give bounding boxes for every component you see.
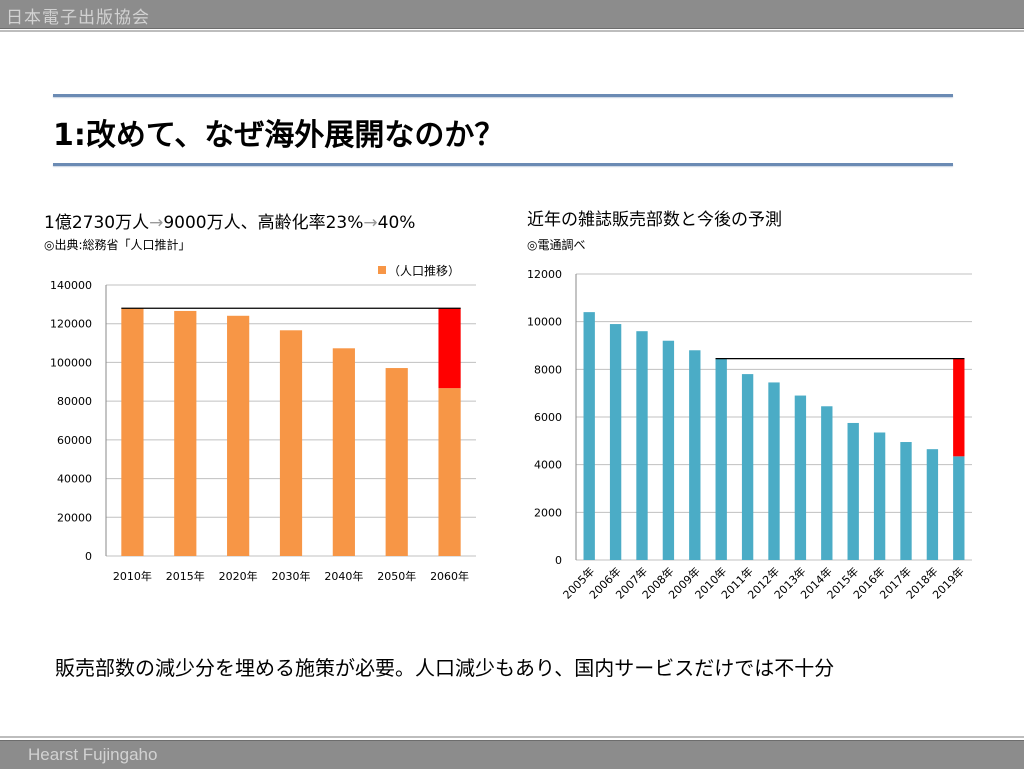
bar xyxy=(609,324,622,560)
x-tick-label: 2015年 xyxy=(166,569,205,583)
title-rule-bottom xyxy=(53,163,953,166)
bar xyxy=(121,308,144,556)
x-tick-label: 2040年 xyxy=(324,569,363,583)
header-bar: 日本電子出版協会 xyxy=(0,0,1024,29)
bar xyxy=(279,330,303,556)
decline-highlight-bar xyxy=(438,308,461,389)
bar xyxy=(227,315,250,556)
title-rule-top xyxy=(53,94,953,97)
legend-swatch xyxy=(378,266,386,274)
x-tick-label: 2010年 xyxy=(113,569,152,583)
bar xyxy=(174,310,197,556)
population-subtitle-a: 1億2730万人 xyxy=(44,213,150,233)
header-divider xyxy=(0,30,1024,32)
y-tick-label: 80000 xyxy=(57,395,92,408)
y-tick-label: 4000 xyxy=(534,459,562,472)
slide-title: 1:改めて、なぜ海外展開なのか？ xyxy=(53,118,505,153)
y-tick-label: 12000 xyxy=(527,268,562,281)
bar xyxy=(332,348,355,556)
bar xyxy=(794,395,807,560)
y-tick-label: 120000 xyxy=(50,318,92,331)
bar xyxy=(926,449,939,560)
y-tick-label: 60000 xyxy=(57,434,92,447)
org-name: 日本電子出版協会 xyxy=(6,8,150,28)
conclusion-text: 販売部数の減少分を埋める施策が必要。人口減少もあり、国内サービスだけでは不十分 xyxy=(55,656,835,680)
bar xyxy=(873,432,886,560)
magazine-source: ◎電通調べ xyxy=(527,238,586,252)
y-tick-label: 6000 xyxy=(534,411,562,424)
bar xyxy=(953,456,965,560)
company-name: Hearst Fujingaho xyxy=(28,745,158,764)
y-tick-label: 0 xyxy=(555,554,562,567)
magazine-subtitle: 近年の雑誌販売部数と今後の予測 xyxy=(527,210,782,230)
bar xyxy=(821,406,833,560)
x-tick-label: 2020年 xyxy=(219,569,258,583)
population-chart: 020000400006000080000100000120000140000 … xyxy=(50,264,476,583)
footer-divider xyxy=(0,736,1024,738)
x-tick-label: 2060年 xyxy=(430,569,469,583)
y-tick-label: 10000 xyxy=(527,316,562,329)
bar xyxy=(847,422,859,560)
y-tick-label: 100000 xyxy=(50,356,92,369)
bar xyxy=(900,442,912,560)
legend-label: （人口推移） xyxy=(388,264,460,278)
y-tick-label: 2000 xyxy=(534,506,562,519)
x-tick-label: 2050年 xyxy=(377,569,416,583)
y-tick-label: 8000 xyxy=(534,363,562,376)
bar xyxy=(741,374,754,560)
population-source: ◎出典:総務省「人口推計」 xyxy=(44,238,191,252)
population-subtitle: 1億2730万人→9000万人、高齢化率23%→40% xyxy=(44,208,415,233)
bar xyxy=(438,388,461,556)
arrow-2: → xyxy=(363,213,378,233)
population-subtitle-b: 9000万人、高齢化率23% xyxy=(163,213,364,233)
footer-bar: Hearst Fujingaho xyxy=(0,740,1024,769)
bar xyxy=(768,382,780,560)
y-tick-label: 140000 xyxy=(50,279,92,292)
bar xyxy=(583,312,595,560)
bar xyxy=(715,358,727,560)
y-tick-label: 40000 xyxy=(57,473,92,486)
y-tick-label: 0 xyxy=(85,550,92,563)
bar xyxy=(385,368,408,556)
bar xyxy=(662,340,675,560)
population-subtitle-c: 40% xyxy=(377,213,416,233)
bar xyxy=(636,331,648,560)
bar xyxy=(689,350,701,560)
x-tick-label: 2030年 xyxy=(272,569,311,583)
y-tick-label: 20000 xyxy=(57,511,92,524)
decline-highlight-bar xyxy=(953,358,965,457)
arrow-1: → xyxy=(149,213,164,233)
